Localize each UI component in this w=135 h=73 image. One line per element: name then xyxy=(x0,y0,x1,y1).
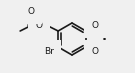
Text: O: O xyxy=(36,22,43,31)
Text: O: O xyxy=(28,8,35,16)
Text: O: O xyxy=(91,22,98,31)
Text: Br: Br xyxy=(44,48,54,57)
Text: O: O xyxy=(91,48,98,57)
